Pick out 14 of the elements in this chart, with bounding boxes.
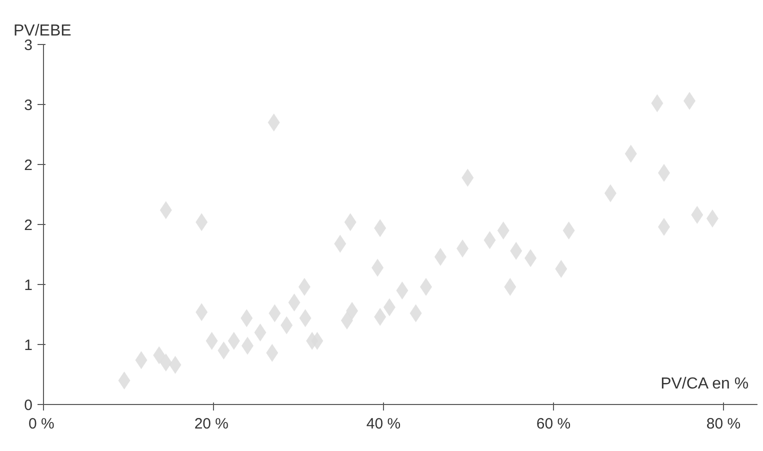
y-tick-label: 2 <box>24 217 32 234</box>
y-tick-label: 0 <box>24 397 32 414</box>
x-tick-label: 20 % <box>194 416 229 432</box>
y-tick-label: 3 <box>24 37 32 54</box>
y-tick-label: 1 <box>24 277 32 294</box>
x-axis-title: PV/CA en % <box>660 376 749 392</box>
x-tick-label: 40 % <box>366 416 401 432</box>
y-tick-label: 1 <box>24 337 32 354</box>
x-tick-label: 80 % <box>706 416 741 432</box>
y-tick-label: 2 <box>24 157 32 174</box>
y-tick-label: 3 <box>24 97 32 114</box>
y-axis-title: PV/EBE <box>14 22 72 40</box>
x-tick-label: 60 % <box>536 416 571 432</box>
x-tick-label: 0 % <box>28 416 54 432</box>
